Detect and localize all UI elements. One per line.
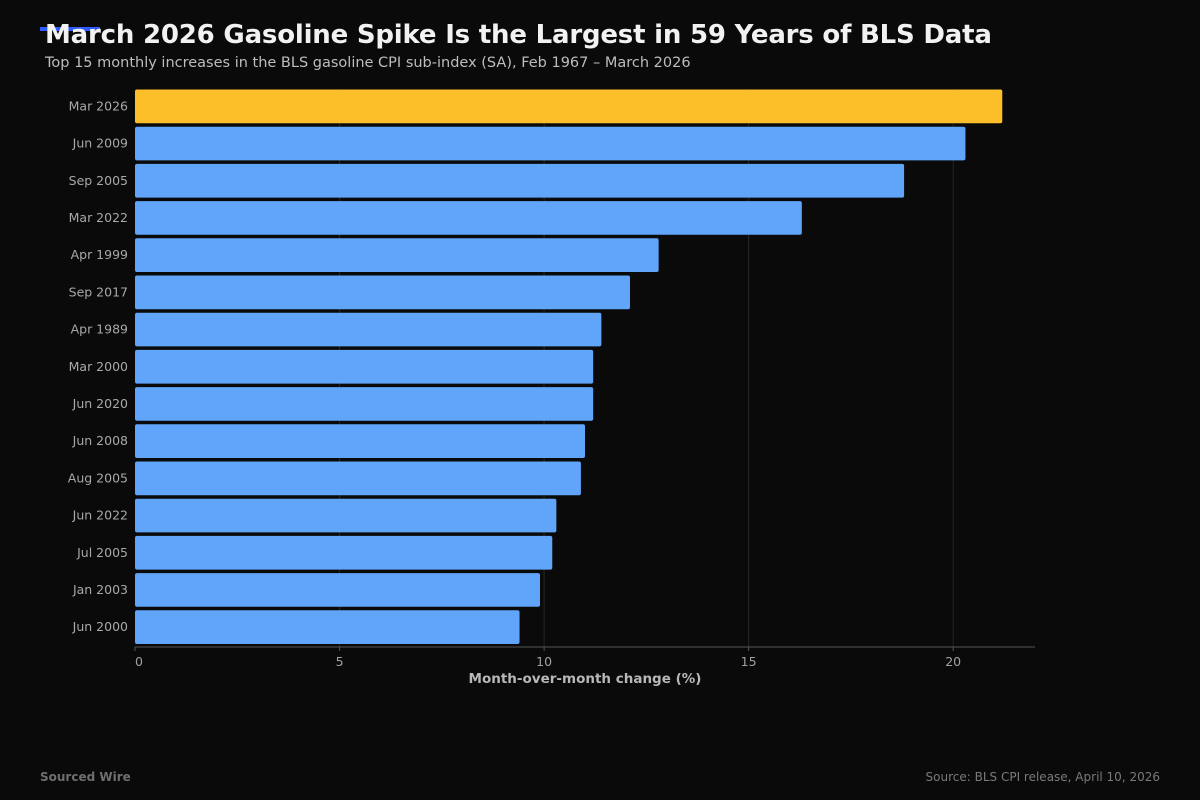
category-label: Jan 2003 — [72, 582, 128, 597]
bar — [135, 163, 905, 198]
x-tick-label: 10 — [536, 654, 552, 669]
brand-label: Sourced Wire — [40, 770, 131, 784]
bar — [135, 126, 966, 161]
bar — [135, 424, 585, 458]
bar — [135, 312, 602, 347]
category-label: Sep 2005 — [69, 173, 128, 188]
bar — [135, 275, 630, 310]
category-label: Jun 2020 — [72, 396, 128, 411]
category-label: Apr 1989 — [71, 322, 128, 337]
bar — [135, 349, 594, 384]
category-label: Jun 2008 — [72, 433, 128, 448]
category-label: Jun 2009 — [72, 136, 128, 151]
x-tick-label: 20 — [945, 654, 961, 669]
bar — [135, 387, 594, 421]
chart-subtitle: Top 15 monthly increases in the BLS gaso… — [45, 55, 691, 71]
bar — [135, 461, 581, 496]
chart-title: March 2026 Gasoline Spike Is the Largest… — [45, 20, 992, 50]
category-label: Jul 2005 — [76, 545, 128, 560]
category-label: Aug 2005 — [68, 470, 128, 485]
x-axis-label: Month-over-month change (%) — [469, 671, 702, 687]
category-label: Mar 2026 — [69, 98, 128, 113]
category-label: Mar 2022 — [69, 210, 128, 225]
bar — [135, 610, 520, 644]
category-label: Jun 2022 — [72, 508, 128, 523]
bar — [135, 498, 557, 533]
category-label: Apr 1999 — [71, 247, 128, 262]
x-tick-label: 15 — [741, 654, 757, 669]
category-label: Jun 2000 — [72, 619, 128, 634]
bar — [135, 89, 1003, 124]
bar — [135, 201, 802, 235]
x-tick-label: 0 — [135, 654, 143, 669]
category-label: Sep 2017 — [69, 284, 128, 299]
bar — [135, 238, 659, 272]
bar — [135, 535, 553, 570]
x-tick-label: 5 — [336, 654, 344, 669]
category-label: Mar 2000 — [69, 359, 128, 374]
accent-bar — [40, 27, 100, 31]
bar — [135, 573, 540, 607]
source-label: Source: BLS CPI release, April 10, 2026 — [925, 770, 1160, 784]
